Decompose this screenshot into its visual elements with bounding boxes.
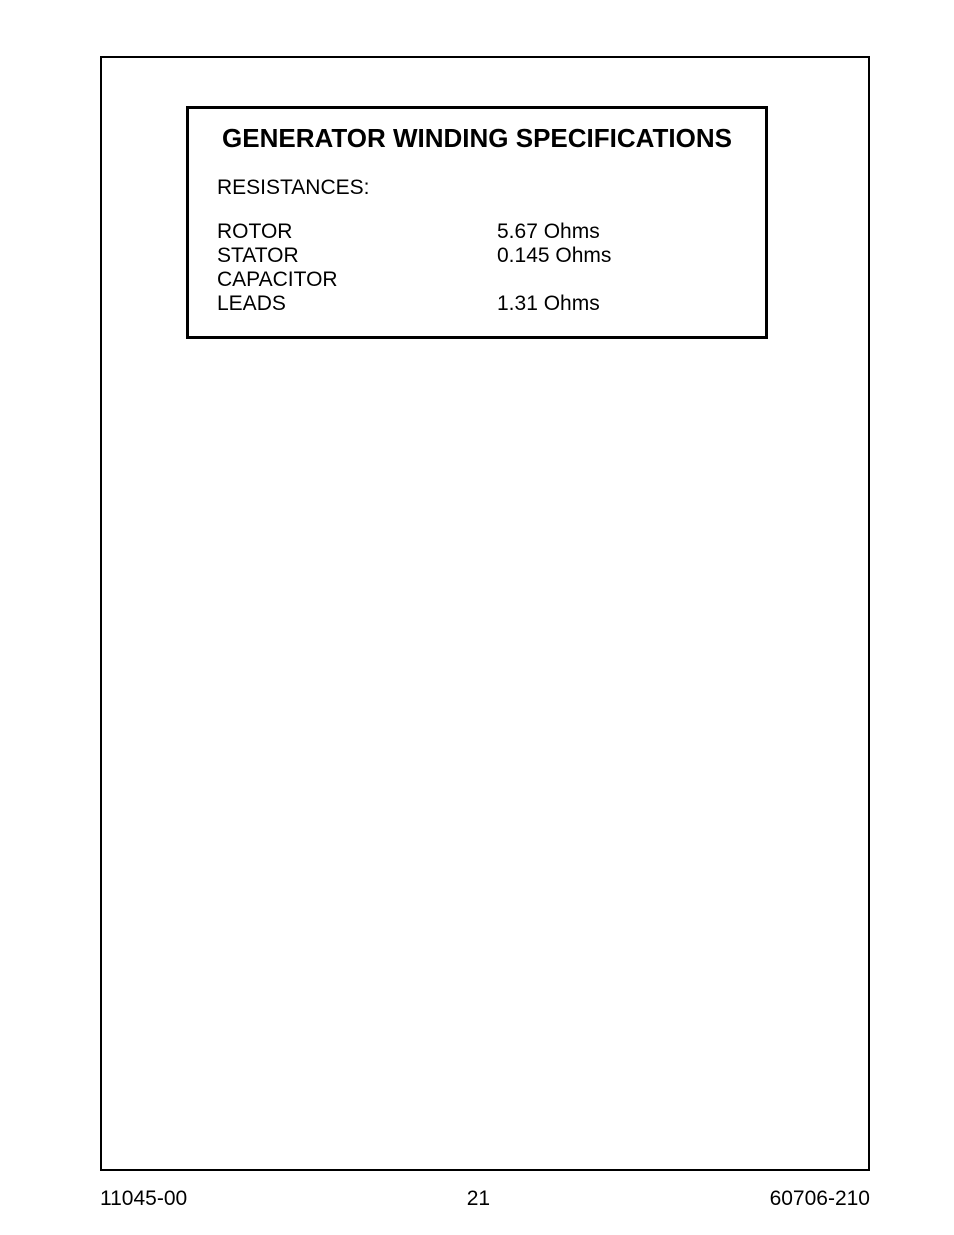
spec-title: GENERATOR WINDING SPECIFICATIONS xyxy=(217,123,737,154)
page-footer: 11045-00 21 60706-210 xyxy=(100,1187,870,1211)
row-label: LEADS xyxy=(217,292,497,316)
row-value xyxy=(497,268,737,292)
spec-box: GENERATOR WINDING SPECIFICATIONS RESISTA… xyxy=(186,106,768,339)
row-label: ROTOR xyxy=(217,220,497,244)
table-row: STATOR 0.145 Ohms xyxy=(217,244,737,268)
row-label: CAPACITOR xyxy=(217,268,497,292)
table-row: CAPACITOR xyxy=(217,268,737,292)
footer-left: 11045-00 xyxy=(100,1187,187,1211)
table-row: ROTOR 5.67 Ohms xyxy=(217,220,737,244)
footer-right: 60706-210 xyxy=(770,1187,870,1211)
row-value: 0.145 Ohms xyxy=(497,244,737,268)
table-row: LEADS 1.31 Ohms xyxy=(217,292,737,316)
page-number: 21 xyxy=(467,1187,490,1211)
row-value: 5.67 Ohms xyxy=(497,220,737,244)
row-value: 1.31 Ohms xyxy=(497,292,737,316)
section-heading: RESISTANCES: xyxy=(217,176,737,200)
row-label: STATOR xyxy=(217,244,497,268)
spec-table: ROTOR 5.67 Ohms STATOR 0.145 Ohms CAPACI… xyxy=(217,220,737,316)
